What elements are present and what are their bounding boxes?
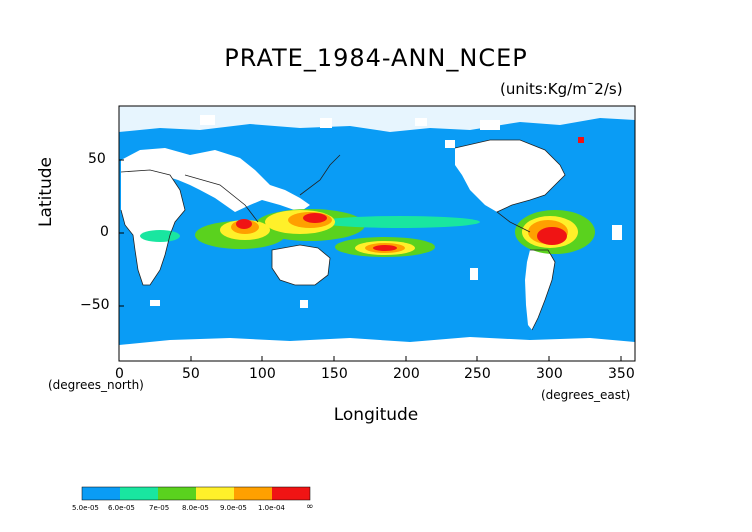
colorbar-bin: [272, 487, 310, 500]
colorbar-label: 8.0e-05: [182, 504, 209, 512]
colorbar-bin: [234, 487, 272, 500]
x-axis-title: Longitude: [333, 405, 419, 425]
colorbar-bin: [120, 487, 158, 500]
colorbar-label: 5.0e-05: [72, 504, 99, 512]
colorbar-label: 1.0e-04: [258, 504, 285, 512]
x-tick-label: 250: [464, 366, 491, 382]
colorbar-label: 7e-05: [149, 504, 170, 512]
colorbar-label: 9.0e-05: [220, 504, 247, 512]
colorbar-bin: [158, 487, 196, 500]
y-tick-label: 0: [100, 224, 109, 240]
x-tick-label: 100: [249, 366, 276, 382]
colorbar-label: ∞: [306, 502, 314, 512]
plot-title: PRATE_1984-ANN_NCEP: [224, 44, 528, 72]
x-axis-note-left: (degrees_north): [48, 378, 144, 392]
x-axis-ticks: [118, 159, 622, 361]
precip-bin-6e-05: [140, 216, 480, 242]
x-tick-label: 50: [182, 366, 200, 382]
x-tick-label: 0: [115, 366, 124, 382]
coastlines: [120, 139, 566, 331]
precip-bin-1e-04: [236, 137, 584, 251]
y-tick-label: 50: [88, 151, 106, 167]
x-tick-label: 300: [536, 366, 563, 382]
x-tick-label: 150: [321, 366, 348, 382]
x-tick-label: 350: [608, 366, 635, 382]
y-tick-label: −50: [80, 297, 110, 313]
colorbar-bin: [82, 487, 120, 500]
missing-land-areas: [119, 106, 635, 361]
x-tick-label: 200: [393, 366, 420, 382]
colorbar-label: 6.0e-05: [108, 504, 135, 512]
colorbar: [81, 486, 311, 501]
x-axis-note-right: (degrees_east): [541, 388, 631, 402]
colorbar-bin: [196, 487, 234, 500]
y-axis-title: Latitude: [36, 157, 56, 227]
units-label: (units:Kg/m¯2/s): [500, 80, 623, 98]
